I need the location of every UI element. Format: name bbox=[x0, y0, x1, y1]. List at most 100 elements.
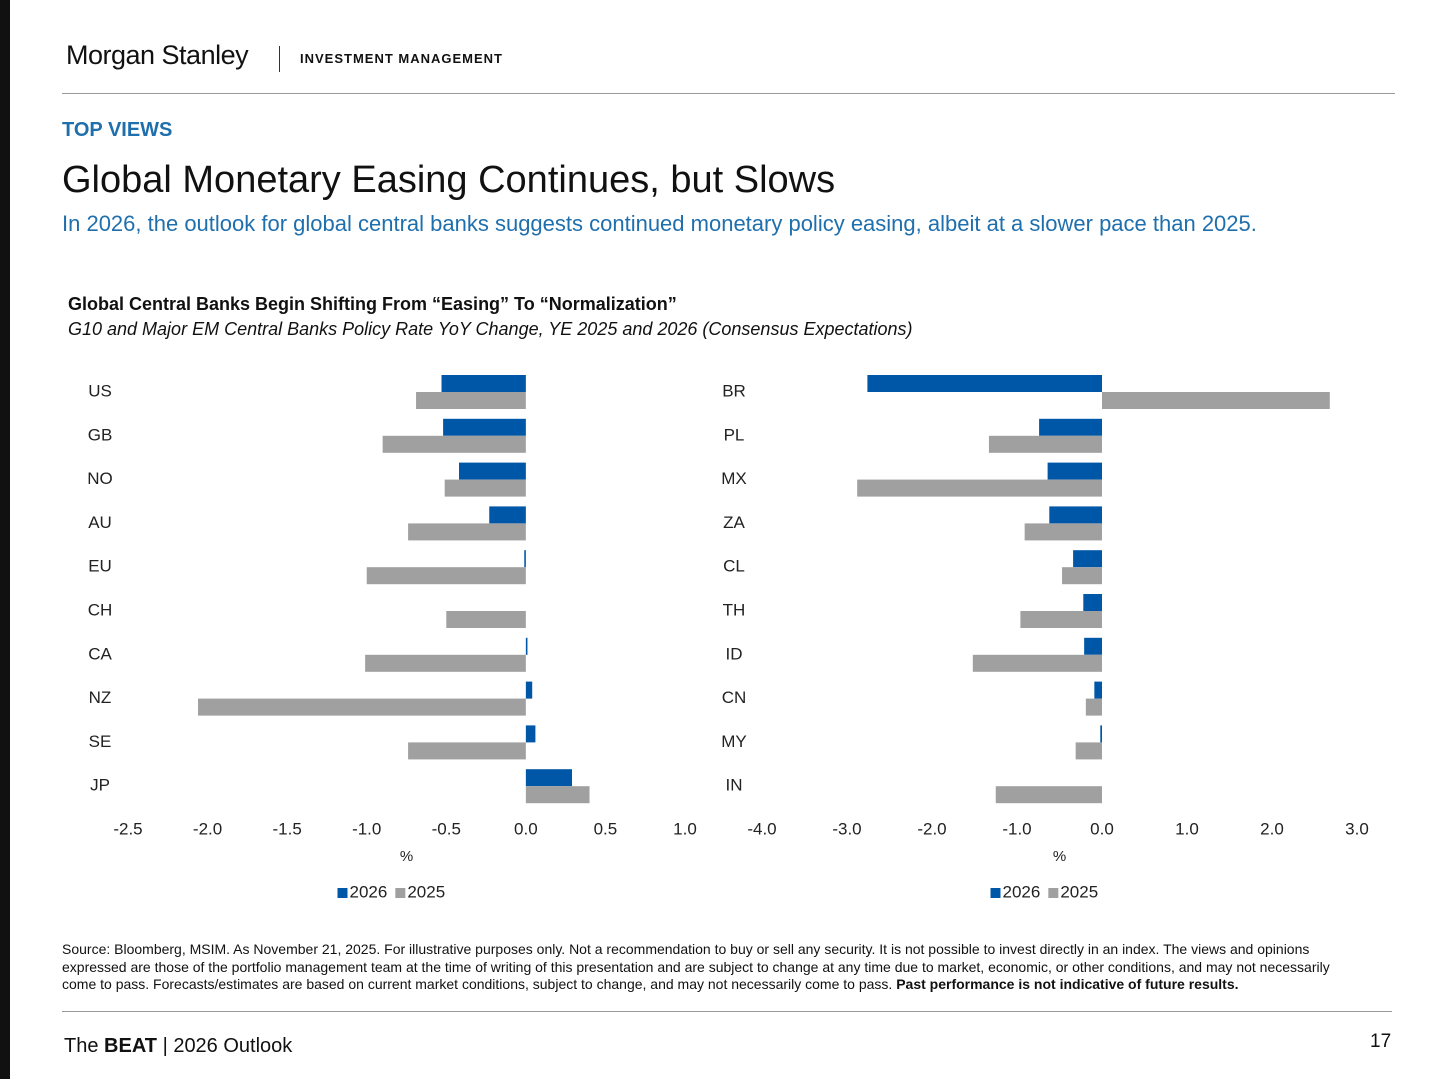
x-tick-label: -1.0 bbox=[1002, 819, 1031, 838]
bar bbox=[1047, 462, 1102, 480]
chart-title: Global Central Banks Begin Shifting From… bbox=[68, 294, 677, 314]
charts: US GB NO AU EU CH CA NZ SE JP -2.5 -2.0 -1.5 -1.0 -0.5… bbox=[87, 375, 1369, 901]
x-tick-label: 2.0 bbox=[1260, 819, 1284, 838]
bar bbox=[408, 523, 526, 541]
bar bbox=[1075, 742, 1102, 760]
category-label: CA bbox=[88, 644, 112, 663]
category-label: GB bbox=[88, 425, 113, 444]
bar bbox=[1024, 523, 1102, 541]
x-tick-label: 1.0 bbox=[673, 819, 697, 838]
bar bbox=[1062, 567, 1102, 585]
category-label: JP bbox=[90, 776, 110, 795]
category-label: ZA bbox=[723, 513, 745, 532]
bar bbox=[1073, 550, 1102, 568]
bar bbox=[972, 654, 1102, 672]
bar bbox=[446, 611, 526, 628]
bar bbox=[1094, 681, 1102, 699]
x-tick-label: -4.0 bbox=[747, 819, 776, 838]
legend-label: 2025 bbox=[1060, 882, 1098, 901]
legend-swatch bbox=[990, 888, 1001, 898]
category-label: CL bbox=[723, 557, 745, 576]
x-tick-label: 0.5 bbox=[594, 819, 618, 838]
bar bbox=[525, 725, 536, 743]
bar bbox=[525, 637, 528, 655]
bar bbox=[1039, 418, 1102, 436]
section: TOP VIEWS bbox=[62, 119, 173, 141]
bar bbox=[459, 462, 526, 480]
bar bbox=[1084, 637, 1102, 655]
category-label: IN bbox=[726, 776, 743, 795]
footer: The BEAT | 2026 Outlook bbox=[64, 1035, 292, 1058]
category-label: PL bbox=[724, 425, 745, 444]
category-label: NZ bbox=[89, 688, 112, 707]
category-label: EU bbox=[88, 557, 112, 576]
x-tick-label: -1.5 bbox=[272, 819, 301, 838]
category-label: AU bbox=[88, 513, 112, 532]
bar bbox=[995, 786, 1102, 804]
category-label: SE bbox=[89, 732, 112, 751]
category-label: CH bbox=[88, 600, 113, 619]
divider bbox=[279, 46, 280, 72]
bar bbox=[408, 742, 526, 760]
bar bbox=[988, 435, 1102, 453]
bar bbox=[444, 479, 526, 497]
subtitle: In 2026, the outlook for global central … bbox=[62, 211, 1257, 236]
bar bbox=[198, 698, 526, 716]
x-tick-label: 3.0 bbox=[1345, 819, 1369, 838]
category-label: NO bbox=[87, 469, 113, 488]
bar bbox=[1085, 698, 1102, 716]
edge-strip bbox=[0, 0, 10, 1079]
brand: Morgan Stanley bbox=[66, 40, 249, 70]
bar bbox=[867, 375, 1102, 392]
bar bbox=[1049, 506, 1102, 524]
category-label: ID bbox=[726, 644, 743, 663]
bar bbox=[382, 435, 526, 453]
category-label: CN bbox=[722, 688, 747, 707]
rule bbox=[62, 93, 1395, 94]
title: Global Monetary Easing Continues, but Sl… bbox=[62, 159, 836, 201]
x-tick-label: -2.5 bbox=[113, 819, 142, 838]
x-tick-label: -3.0 bbox=[832, 819, 861, 838]
bar bbox=[1100, 725, 1102, 743]
bar bbox=[857, 479, 1102, 497]
footer-suffix: | 2026 Outlook bbox=[162, 1035, 293, 1057]
category-label: MY bbox=[721, 732, 747, 751]
footer-prefix: The bbox=[64, 1035, 99, 1057]
bar bbox=[1020, 611, 1102, 628]
x-axis-label: % bbox=[400, 848, 413, 865]
bar bbox=[525, 769, 573, 787]
legend-label: 2026 bbox=[350, 882, 388, 901]
bar bbox=[524, 550, 526, 568]
bar bbox=[366, 567, 526, 585]
legend-label: 2026 bbox=[1003, 882, 1041, 901]
source: Source: Bloomberg, MSIM. As November 21,… bbox=[62, 941, 1330, 992]
bar bbox=[365, 654, 526, 672]
legend-swatch bbox=[337, 888, 348, 898]
rule bbox=[62, 1011, 1392, 1012]
bar bbox=[489, 506, 526, 524]
legend-label: 2025 bbox=[407, 882, 445, 901]
x-tick-label: 0.0 bbox=[1090, 819, 1114, 838]
bar bbox=[525, 681, 533, 699]
source-bold: Past performance is not indicative of fu… bbox=[896, 976, 1239, 992]
x-tick-label: -1.0 bbox=[352, 819, 381, 838]
bar bbox=[1083, 594, 1102, 611]
footer-brand: BEAT bbox=[104, 1035, 157, 1057]
bar bbox=[525, 786, 590, 804]
division: INVESTMENT MANAGEMENT bbox=[300, 51, 503, 66]
x-axis-label: % bbox=[1053, 848, 1066, 865]
bar bbox=[443, 418, 526, 436]
x-tick-label: -2.0 bbox=[193, 819, 222, 838]
x-tick-label: -0.5 bbox=[432, 819, 461, 838]
x-tick-label: 0.0 bbox=[514, 819, 538, 838]
category-label: MX bbox=[721, 469, 747, 488]
bar bbox=[1102, 392, 1330, 409]
source-note: Source: Bloomberg, MSIM. As November 21,… bbox=[62, 941, 1367, 994]
bar bbox=[441, 375, 526, 392]
x-tick-label: -2.0 bbox=[917, 819, 946, 838]
chart-subtitle: G10 and Major EM Central Banks Policy Ra… bbox=[68, 319, 913, 339]
category-label: TH bbox=[723, 600, 746, 619]
legend-swatch bbox=[1048, 888, 1059, 898]
page-number: 17 bbox=[1370, 1031, 1392, 1052]
